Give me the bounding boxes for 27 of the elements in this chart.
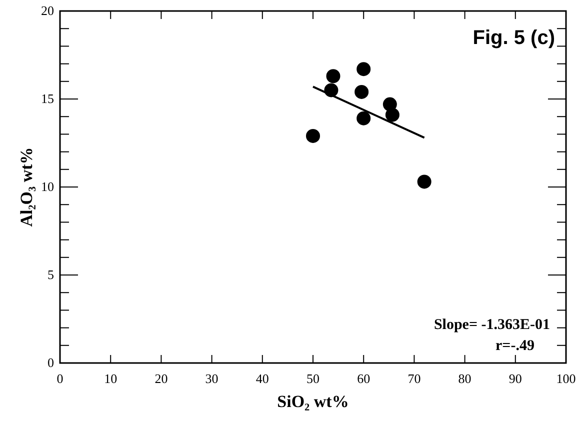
y-axis-title: Al₂O₃ wt% [17, 147, 36, 227]
x-tick-label: 50 [306, 371, 320, 386]
point [417, 174, 432, 189]
x-tick-label: 30 [205, 371, 218, 386]
annotation: Fig. 5 (c) [472, 27, 555, 49]
y-tick-label: 10 [41, 179, 54, 194]
point [356, 62, 371, 76]
x-tick-label: 80 [458, 371, 472, 386]
y-tick-label: 15 [41, 91, 54, 106]
x-tick-label: 90 [508, 371, 522, 386]
x-tick-label: 60 [357, 371, 370, 386]
point [306, 128, 320, 143]
point [354, 84, 369, 99]
x-tick-label: 40 [256, 371, 269, 386]
annotation: r=-.49 [496, 338, 534, 354]
x-tick-label: 100 [556, 371, 576, 386]
point [326, 69, 340, 84]
x-tick-label: 70 [408, 371, 421, 386]
y-tick-label: 20 [41, 3, 54, 18]
x-tick-label: 20 [154, 371, 168, 386]
point [356, 111, 371, 126]
annotation: Slope= -1.363E-01 [434, 317, 550, 333]
point [385, 108, 400, 122]
x-tick-label: 10 [104, 371, 118, 386]
x-axis-title: SiO₂ wt% [277, 392, 349, 411]
y-tick-label: 0 [48, 355, 54, 370]
y-tick-label: 5 [48, 267, 54, 282]
